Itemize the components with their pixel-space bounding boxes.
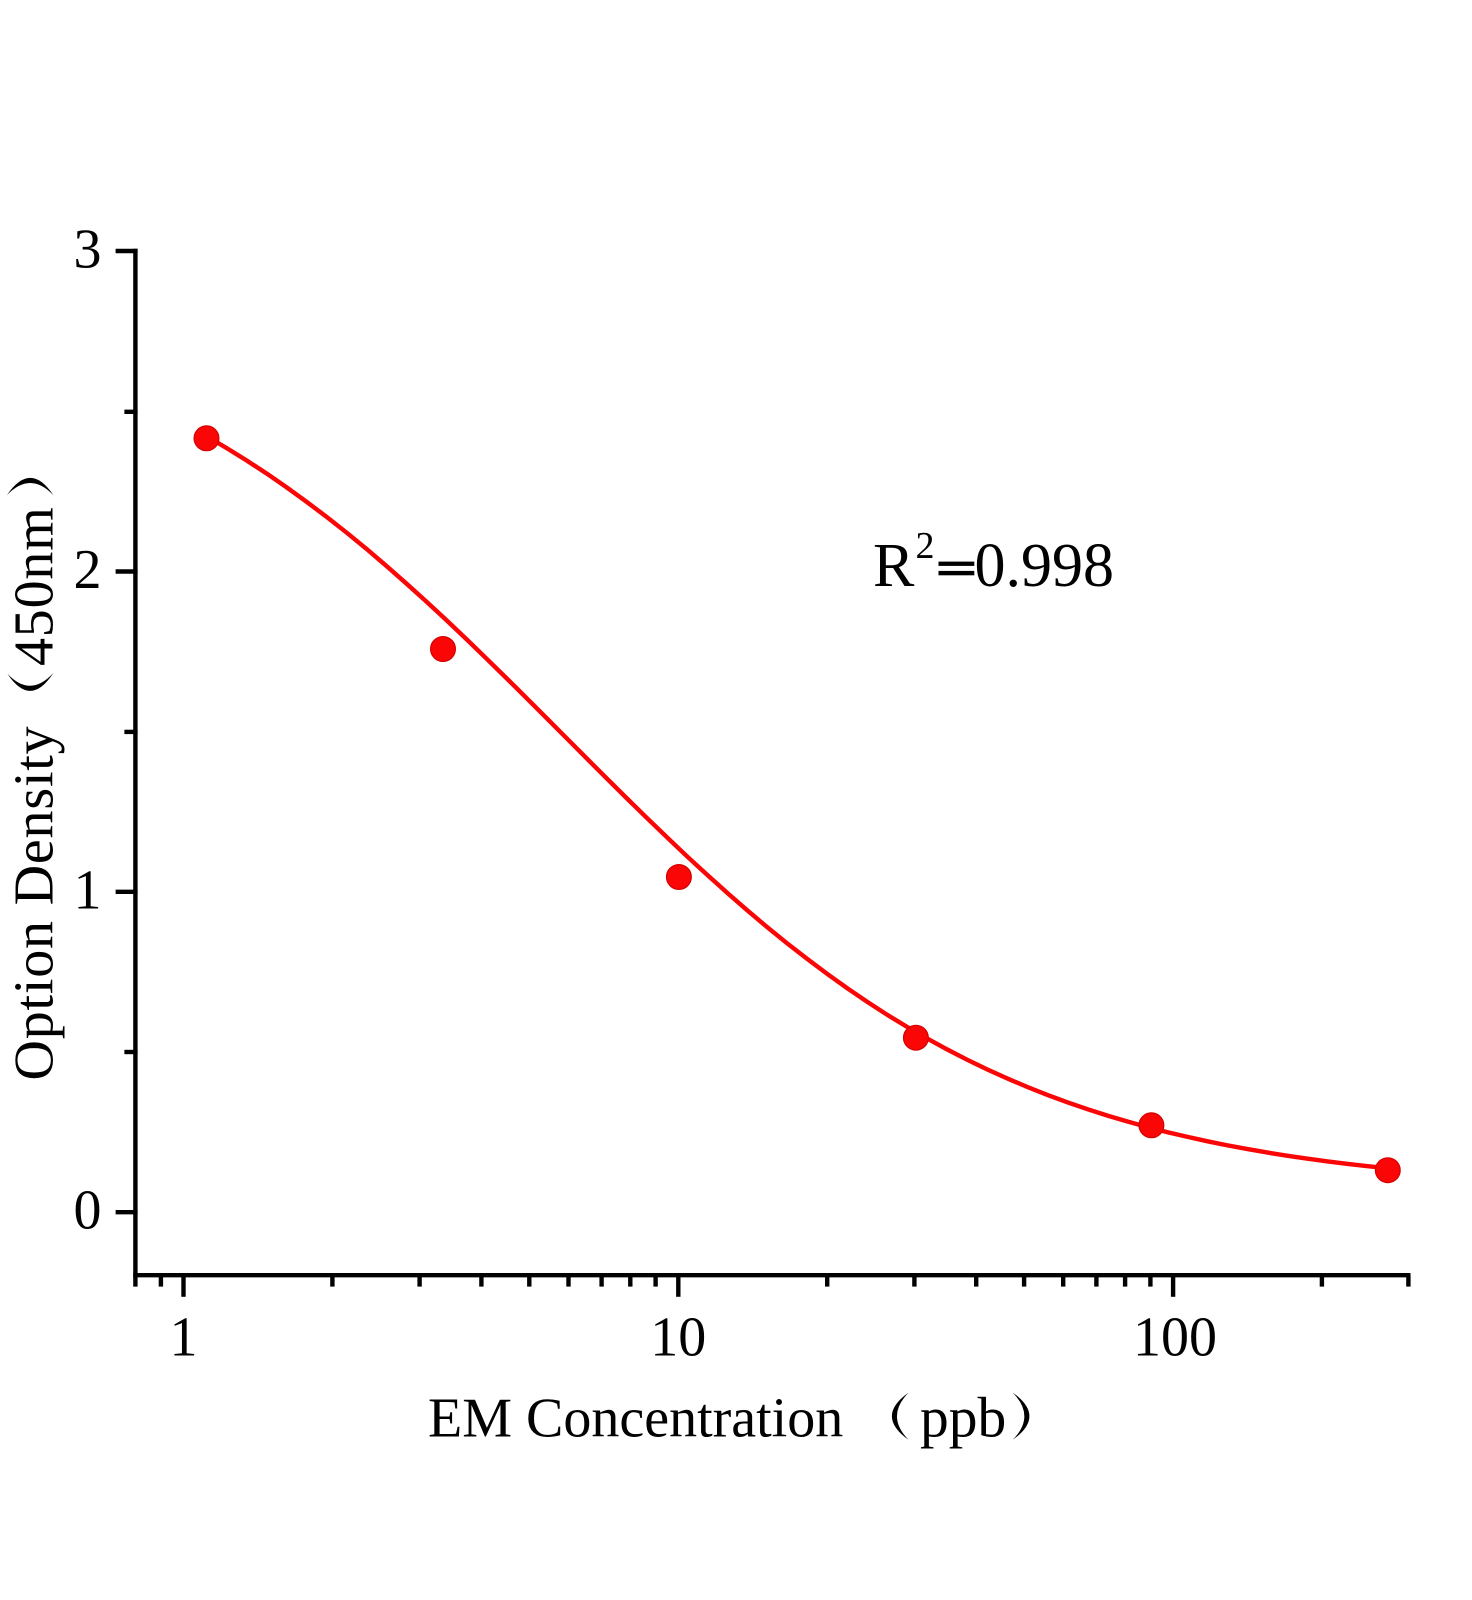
svg-text:ppb: ppb — [920, 1387, 1006, 1450]
svg-text:2: 2 — [916, 525, 935, 567]
svg-text:Option Density: Option Density — [4, 726, 66, 1081]
svg-text:450nm: 450nm — [4, 506, 66, 666]
svg-text:R: R — [873, 532, 915, 600]
svg-text:0: 0 — [74, 1180, 102, 1242]
svg-text:2: 2 — [74, 539, 102, 601]
svg-text:100: 100 — [1133, 1307, 1217, 1369]
svg-text:3: 3 — [74, 219, 102, 281]
svg-text:1: 1 — [170, 1307, 198, 1369]
svg-text:EM Concentration: EM Concentration — [428, 1388, 843, 1450]
svg-text:10: 10 — [650, 1307, 706, 1369]
svg-text:0.998: 0.998 — [975, 532, 1115, 600]
svg-text:1: 1 — [74, 859, 102, 921]
